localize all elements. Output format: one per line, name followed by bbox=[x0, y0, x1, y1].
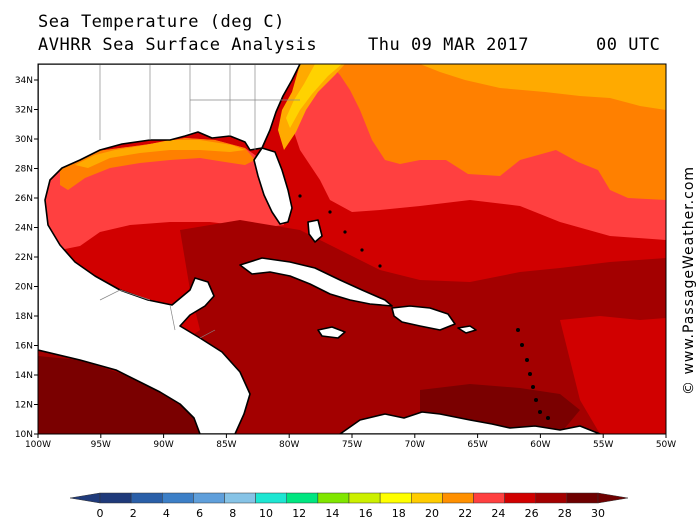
lat-tick-label: 16N bbox=[15, 342, 33, 352]
lat-tick-label: 24N bbox=[15, 224, 33, 234]
lat-tick-label: 32N bbox=[15, 106, 33, 116]
lon-tick-label: 55W bbox=[593, 440, 613, 450]
lat-tick-label: 12N bbox=[15, 401, 33, 411]
lat-tick-label: 20N bbox=[15, 283, 33, 293]
map-date: Thu 09 MAR 2017 bbox=[368, 35, 530, 55]
lat-tick-label: 22N bbox=[15, 253, 33, 263]
lat-tick-label: 18N bbox=[15, 312, 33, 322]
map-title: Sea Temperature (deg C) bbox=[38, 12, 285, 32]
lon-tick-label: 75W bbox=[342, 440, 362, 450]
hispaniola-land bbox=[391, 305, 456, 331]
colorbar-segment bbox=[535, 492, 568, 504]
lon-tick-label: 70W bbox=[405, 440, 425, 450]
colorbar-label: 12 bbox=[292, 507, 306, 520]
lon-tick-label: 80W bbox=[279, 440, 299, 450]
lon-tick-label: 65W bbox=[467, 440, 487, 450]
colorbar-segment bbox=[193, 492, 225, 504]
colorbar-segment bbox=[473, 492, 505, 504]
colorbar-segment bbox=[286, 492, 319, 504]
map-plot-area bbox=[38, 64, 666, 434]
colorbar-label: 18 bbox=[392, 507, 406, 520]
lon-tick-label: 50W bbox=[656, 440, 676, 450]
lon-tick-label: 100W bbox=[25, 440, 51, 450]
colorbar-label: 8 bbox=[229, 507, 236, 520]
sea-region-cool bbox=[420, 64, 666, 110]
colorbar-label: 24 bbox=[491, 507, 505, 520]
gulf-north-cool bbox=[75, 140, 245, 168]
colorbar-segment bbox=[348, 492, 381, 504]
temperature-colorbar: 0 2 4 6 8 10 12 14 16 18 20 22 24 26 28 30 bbox=[69, 492, 629, 520]
colorbar-segment bbox=[162, 492, 194, 504]
colorbar-segment bbox=[224, 492, 256, 504]
lon-tick-label: 95W bbox=[91, 440, 111, 450]
lon-tick-label: 90W bbox=[153, 440, 173, 450]
north-central-america-land bbox=[38, 64, 301, 434]
latitude-axis: 10N 12N 14N 16N 18N 20N 22N 24N 26N 28N 30N 32N 34N bbox=[15, 76, 38, 440]
lat-tick-label: 14N bbox=[15, 371, 33, 381]
lat-tick-label: 10N bbox=[15, 430, 33, 440]
colorbar-label: 4 bbox=[163, 507, 170, 520]
map-time: 00 UTC bbox=[596, 35, 661, 55]
lat-tick-label: 30N bbox=[15, 135, 33, 145]
atlantic-east-warm bbox=[560, 316, 666, 434]
colorbar-segment bbox=[442, 492, 474, 504]
colorbar-segment bbox=[255, 492, 287, 504]
colorbar-segment bbox=[566, 492, 599, 504]
lon-tick-label: 85W bbox=[216, 440, 236, 450]
credit-text: © www.PassageWeather.com bbox=[681, 165, 697, 395]
lat-tick-label: 34N bbox=[15, 76, 33, 86]
colorbar-arrow-right bbox=[597, 492, 629, 504]
colorbar-label: 2 bbox=[130, 507, 137, 520]
colorbar-label: 10 bbox=[259, 507, 273, 520]
colorbar-segment bbox=[411, 492, 443, 504]
map-subtitle: AVHRR Sea Surface Analysis bbox=[38, 35, 318, 55]
colorbar-segment bbox=[130, 492, 163, 504]
landmasses bbox=[38, 64, 601, 434]
longitude-axis: 100W 95W 90W 85W 80W 75W 70W 65W 60W 55W 50W bbox=[25, 434, 676, 450]
colorbar-label: 20 bbox=[425, 507, 439, 520]
colorbar-segment bbox=[317, 492, 350, 504]
andros-island-land bbox=[307, 219, 323, 243]
colorbar-segment bbox=[99, 492, 132, 504]
colorbar-label: 6 bbox=[196, 507, 203, 520]
colorbar-label: 22 bbox=[458, 507, 472, 520]
pacific-warmest bbox=[38, 356, 210, 434]
colorbar-label: 0 bbox=[97, 507, 104, 520]
sea-region-coastal-cooler bbox=[286, 64, 342, 128]
island-chain bbox=[298, 194, 550, 420]
colorbar-label: 28 bbox=[558, 507, 572, 520]
colorbar-segment bbox=[379, 492, 412, 504]
colorbar-label: 16 bbox=[359, 507, 373, 520]
lon-tick-label: 60W bbox=[530, 440, 550, 450]
lat-tick-label: 26N bbox=[15, 194, 33, 204]
colorbar-label: 30 bbox=[591, 507, 605, 520]
sea-region-coastal-cool bbox=[278, 64, 345, 150]
colorbar-segment bbox=[504, 492, 536, 504]
puerto-rico-land bbox=[457, 325, 477, 334]
south-america-land bbox=[339, 411, 601, 434]
colorbar-arrow-left bbox=[69, 492, 101, 504]
lat-tick-label: 28N bbox=[15, 165, 33, 175]
cuba-land bbox=[239, 257, 393, 307]
colorbar-label: 26 bbox=[525, 507, 539, 520]
state-borders bbox=[99, 64, 300, 339]
sea-region-mild bbox=[330, 64, 666, 200]
florida-land bbox=[253, 147, 293, 225]
gulf-north-mild bbox=[60, 138, 255, 190]
colorbar-label: 14 bbox=[325, 507, 339, 520]
jamaica-land bbox=[317, 326, 346, 339]
